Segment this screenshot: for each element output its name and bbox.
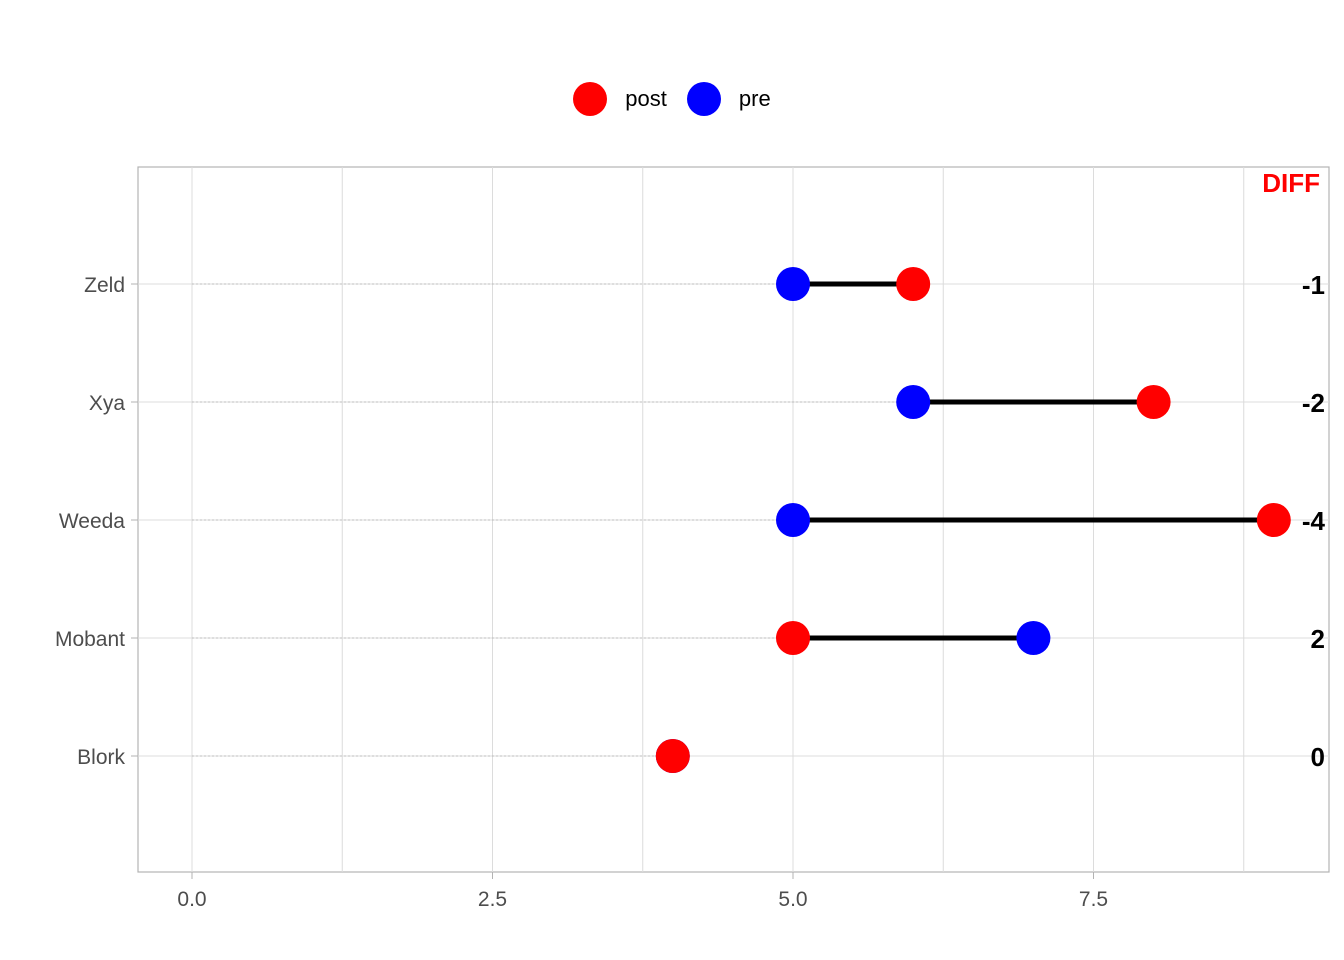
point-post (776, 621, 810, 655)
y-tick-label: Weeda (59, 510, 125, 533)
legend-item-post: post (573, 82, 667, 116)
x-tick-label: 2.5 (478, 888, 507, 911)
y-tick-label: Xya (89, 392, 126, 415)
legend-item-pre: pre (686, 82, 771, 116)
y-tick-label: Blork (77, 746, 125, 769)
point-post (1136, 385, 1171, 419)
x-tick-label: 7.5 (1079, 888, 1108, 911)
diff-header: DIFF (1262, 168, 1320, 198)
point-post (655, 739, 690, 773)
legend-dot-pre-icon (686, 82, 721, 116)
diff-value: -2 (1302, 388, 1325, 418)
x-tick-label: 0.0 (177, 888, 206, 911)
legend-dot-post-icon (573, 82, 608, 116)
diff-value: -1 (1302, 270, 1325, 300)
legend: post pre (0, 82, 1344, 116)
y-tick-label: Zeld (84, 274, 125, 297)
point-pre (896, 385, 931, 419)
diff-value: -4 (1302, 506, 1326, 536)
x-tick-label: 5.0 (778, 888, 807, 911)
point-post (896, 267, 931, 301)
point-pre (776, 503, 810, 537)
diff-value: 0 (1311, 742, 1325, 772)
y-tick-label: Mobant (55, 628, 125, 651)
point-pre (1016, 621, 1051, 655)
point-pre (776, 267, 810, 301)
legend-label-pre: pre (738, 86, 771, 111)
point-post (1256, 503, 1291, 537)
diff-value: 2 (1311, 624, 1325, 654)
legend-label-post: post (625, 86, 667, 111)
